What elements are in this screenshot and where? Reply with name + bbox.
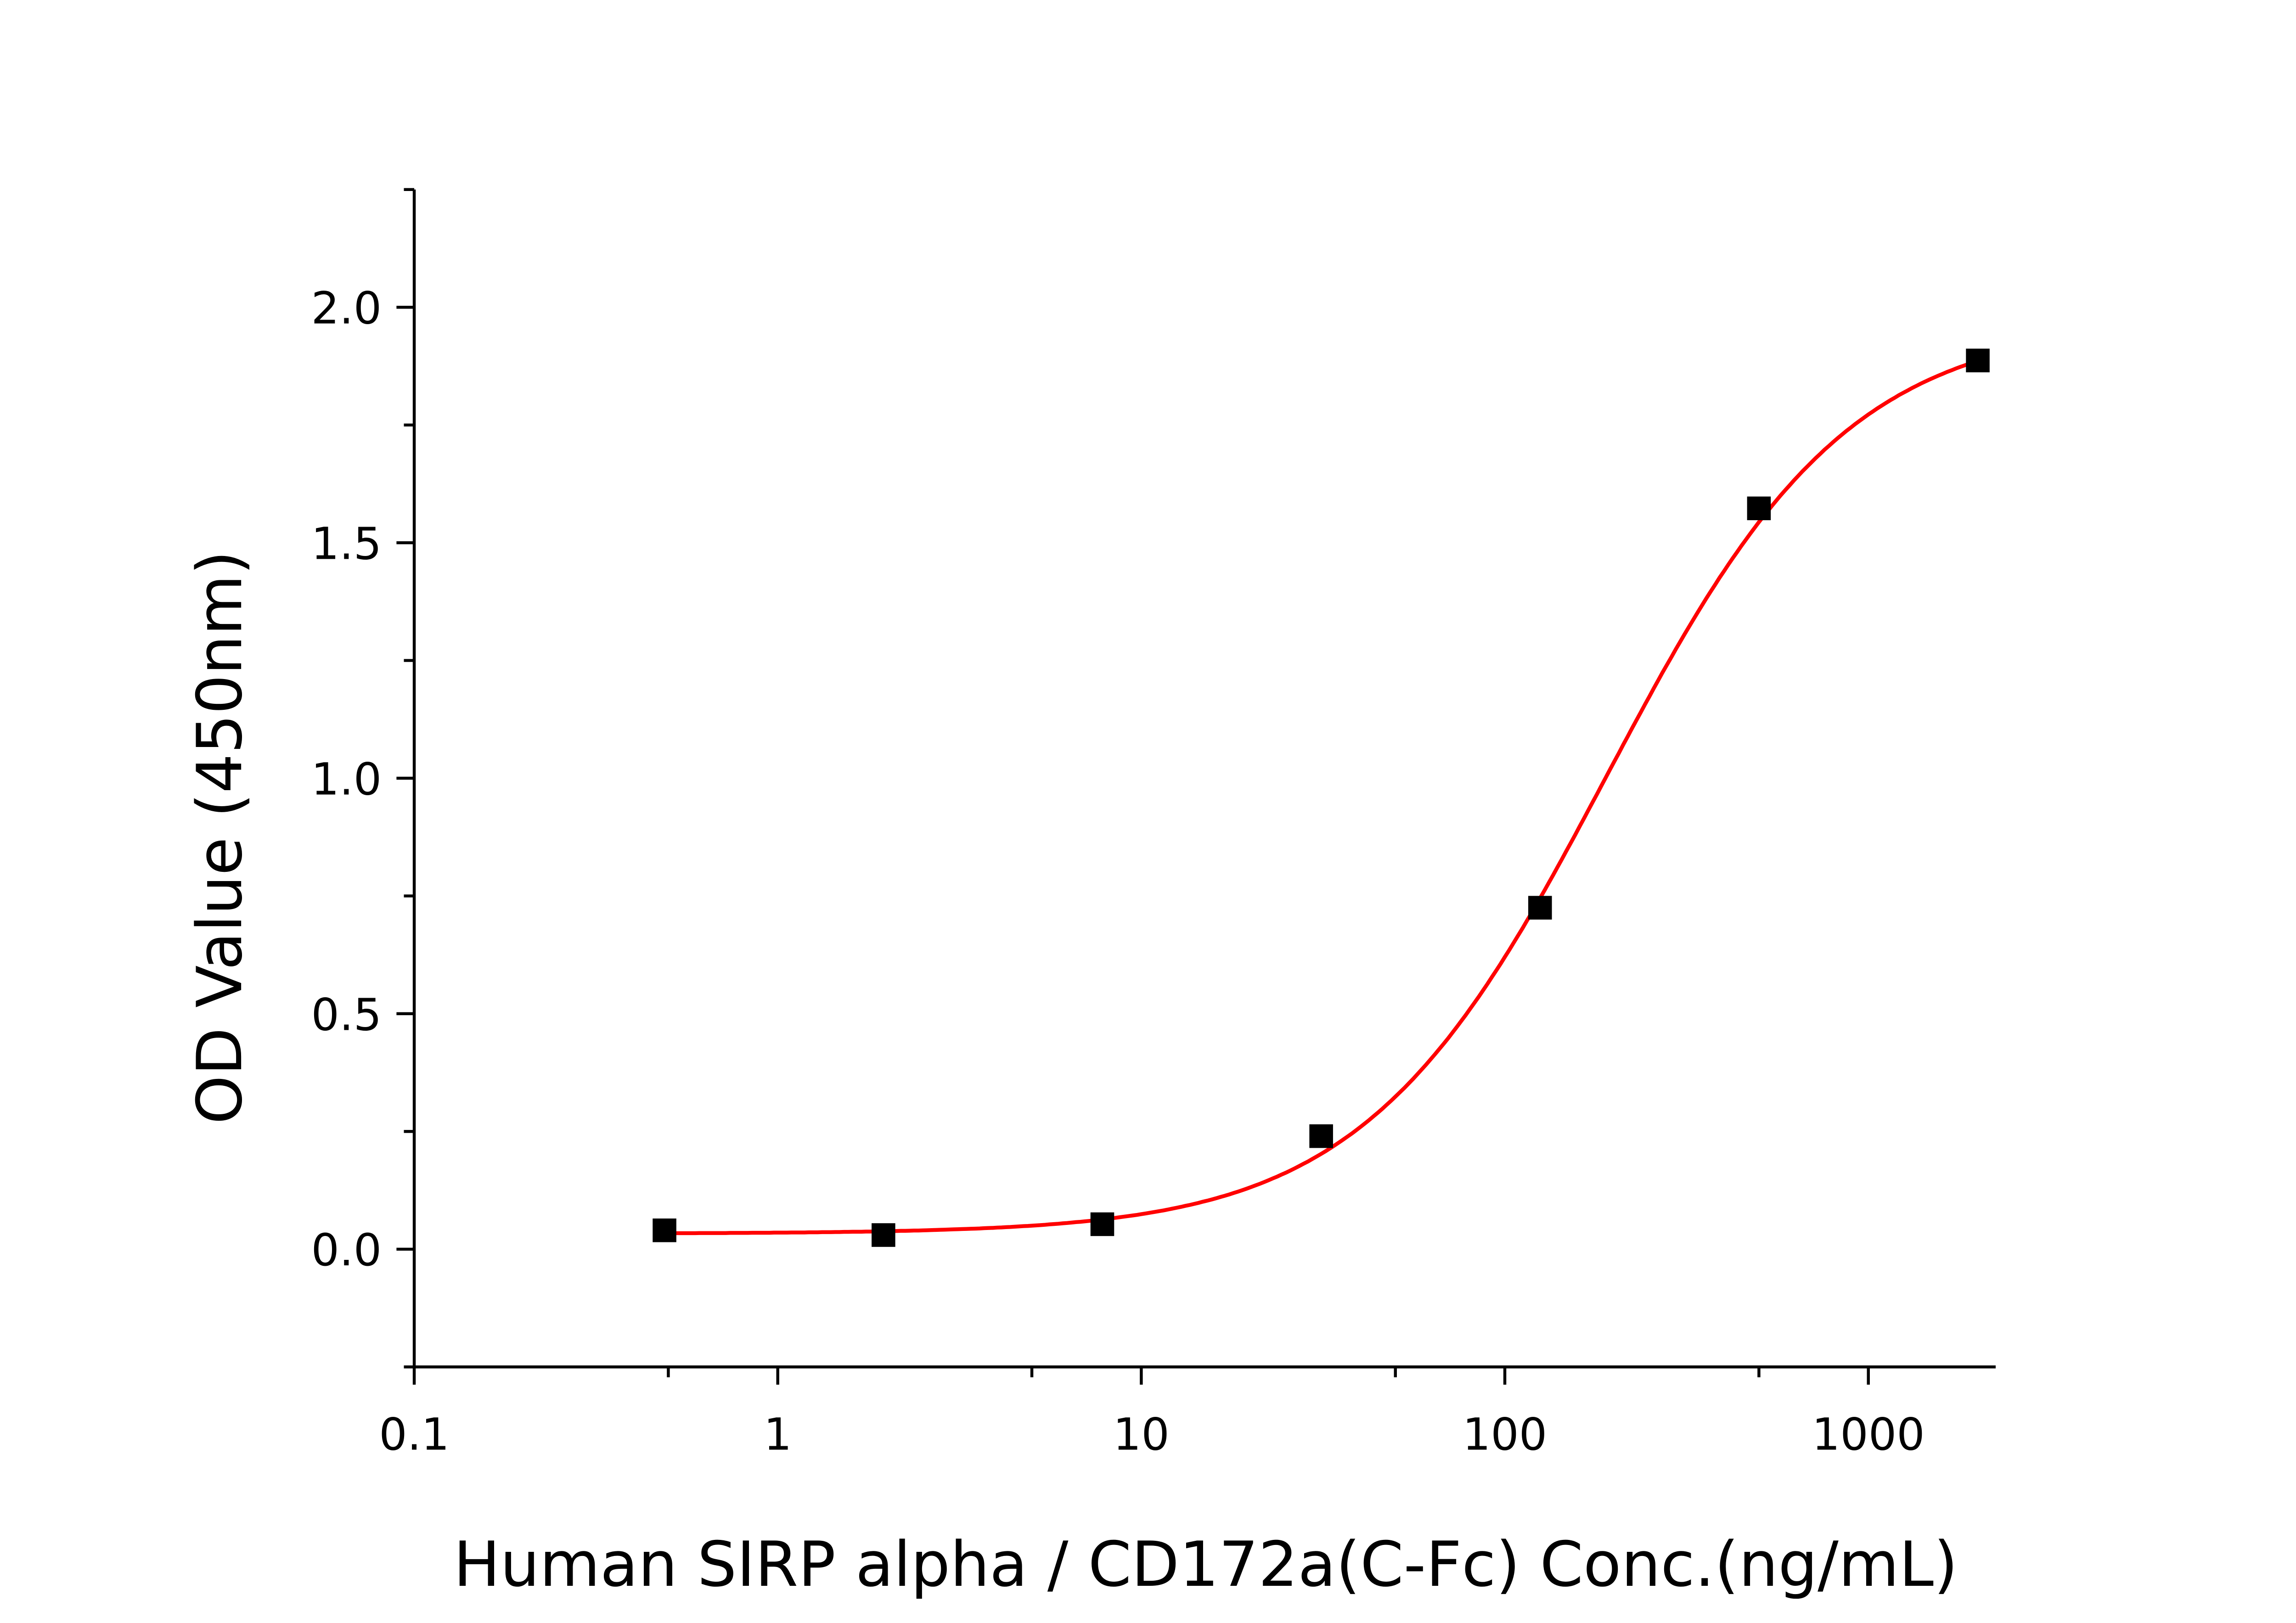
y-tick-label: 2.0 (311, 282, 382, 334)
y-tick-label: 0.0 (311, 1224, 382, 1276)
data-point (1309, 1124, 1333, 1148)
x-axis-label: Human SIRP alpha / CD172a(C-Fc) Conc.(ng… (454, 1528, 1958, 1601)
x-tick-label: 1000 (1812, 1409, 1925, 1460)
axes (412, 189, 1996, 1369)
ticks: 0.1 1 10 100 1000 0.0 0.5 1.0 1.5 2.0 (311, 188, 1925, 1460)
data-points (653, 348, 1990, 1247)
x-tick-label: 100 (1463, 1409, 1547, 1460)
data-point (1090, 1212, 1114, 1236)
x-tick-label: 10 (1113, 1409, 1170, 1460)
y-axis-label: OD Value (450nm) (183, 550, 256, 1124)
data-point (1528, 896, 1552, 920)
x-tick-label: 1 (764, 1409, 792, 1460)
data-point (872, 1223, 895, 1247)
data-point (653, 1218, 676, 1242)
y-tick-label: 1.0 (311, 753, 382, 805)
y-tick-label: 0.5 (311, 988, 382, 1040)
fit-curve (664, 359, 1979, 1236)
x-tick-label: 0.1 (379, 1409, 450, 1460)
data-point (1747, 496, 1771, 521)
data-point (1966, 348, 1990, 372)
y-tick-label: 1.5 (311, 518, 382, 570)
